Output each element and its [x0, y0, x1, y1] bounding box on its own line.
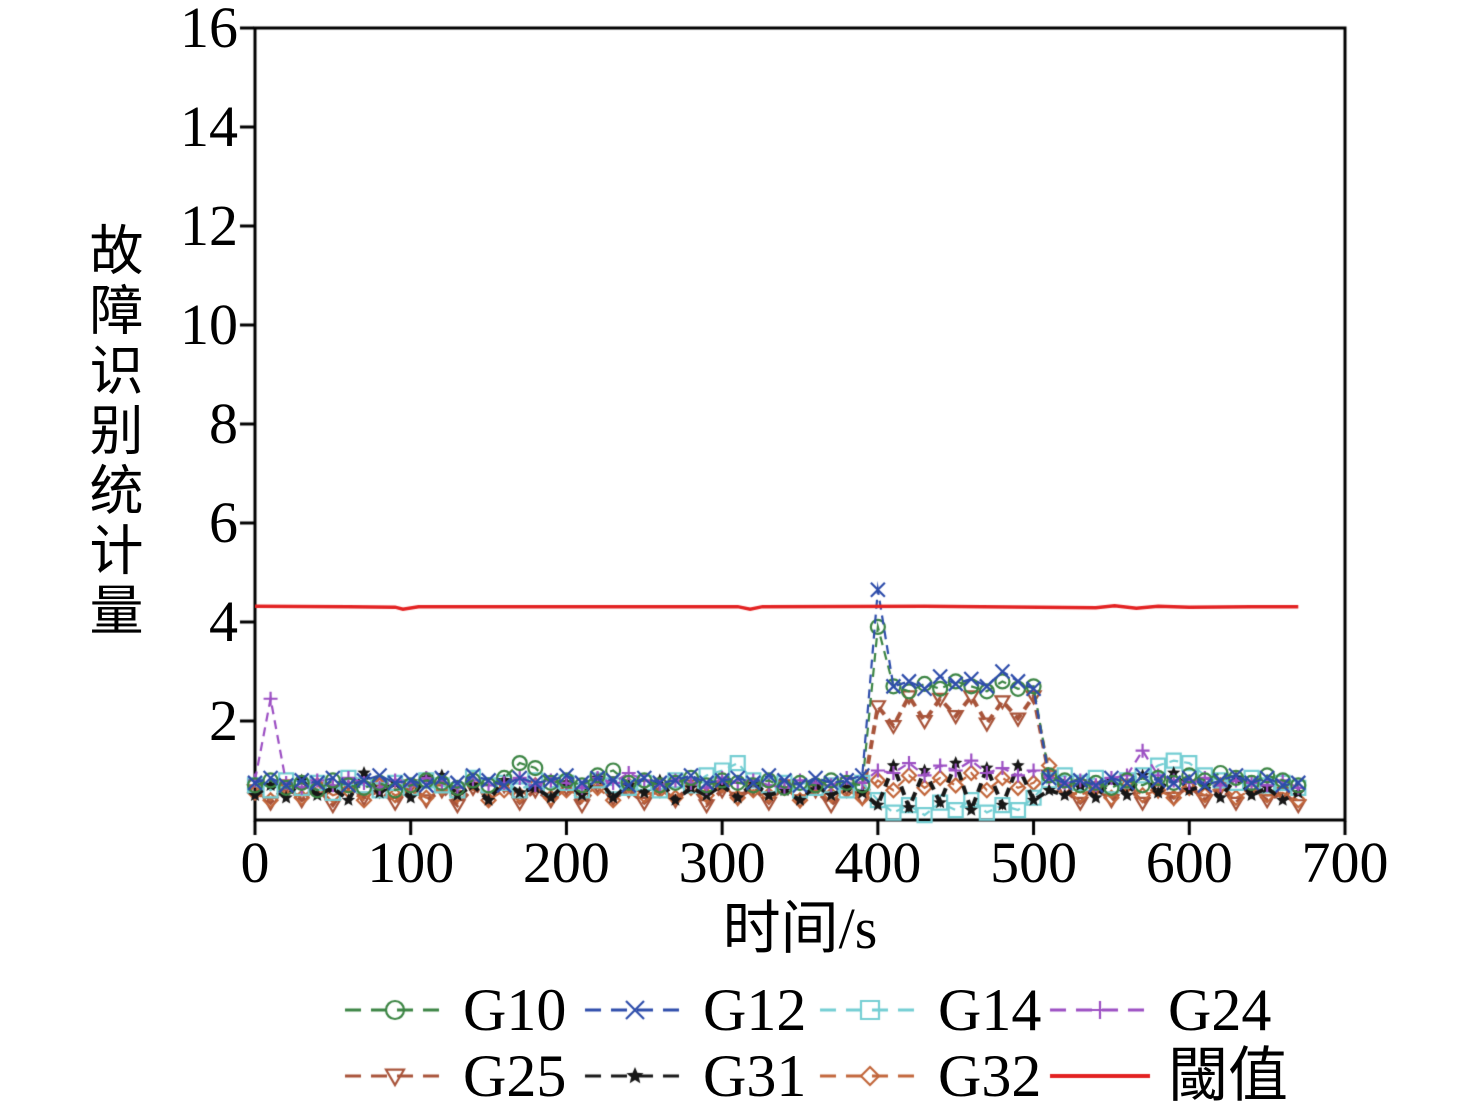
x-axis-label: 时间/s	[722, 896, 878, 961]
y-tick-label: 10	[180, 292, 238, 357]
x-tick-label: 0	[240, 830, 270, 895]
legend-label-G31: G31	[703, 1043, 807, 1106]
y-tick-label: 6	[209, 490, 238, 555]
y-axis-label: 故障识别统计量	[81, 222, 141, 642]
x-tick-label: 500	[990, 830, 1078, 895]
legend-label-G32: G32	[938, 1043, 1042, 1106]
y-tick-label: 2	[209, 688, 238, 753]
y-tick-label: 12	[180, 193, 238, 258]
y-tick-label: 16	[180, 0, 238, 60]
legend-label-G24: G24	[1168, 977, 1272, 1043]
x-tick-label: 300	[678, 830, 766, 895]
x-tick-label: 700	[1301, 830, 1389, 895]
x-tick-label: 200	[522, 830, 610, 895]
y-tick-label: 4	[209, 589, 238, 654]
x-tick-label: 600	[1145, 830, 1233, 895]
legend-label-G14: G14	[938, 977, 1042, 1043]
x-tick-label: 100	[367, 830, 455, 895]
legend-label-閾值: 閾值	[1168, 1043, 1288, 1106]
legend-label-G12: G12	[703, 977, 807, 1043]
x-tick-label: 400	[834, 830, 922, 895]
legend-label-G10: G10	[463, 977, 567, 1043]
y-tick-label: 8	[209, 391, 238, 456]
legend-label-G25: G25	[463, 1043, 567, 1106]
y-tick-label: 14	[180, 94, 238, 159]
